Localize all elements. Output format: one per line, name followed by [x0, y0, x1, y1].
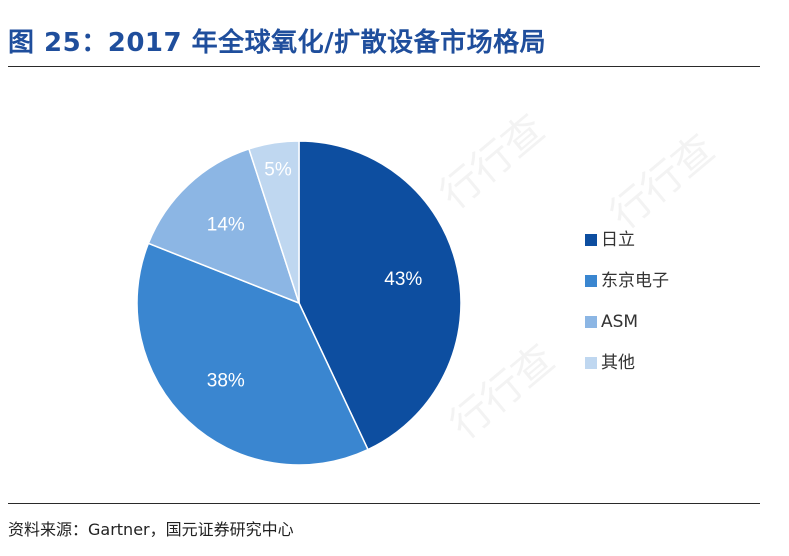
page-title: 图 25：2017 年全球氧化/扩散设备市场格局 — [8, 28, 547, 58]
data-label-hitachi: 43% — [384, 269, 422, 290]
pie-labels: 43% 38% 14% 5% — [207, 160, 423, 392]
legend-swatch-others — [585, 357, 597, 369]
legend-label-others: 其他 — [601, 353, 635, 373]
legend-swatch-hitachi — [585, 234, 597, 246]
legend-label-tokyo-electron: 东京电子 — [601, 271, 669, 291]
legend-swatch-tokyo-electron — [585, 275, 597, 287]
title-divider — [8, 66, 760, 67]
legend-label-asm: ASM — [601, 312, 638, 332]
pie-slice-others — [247, 140, 300, 304]
footer-divider — [8, 503, 760, 504]
legend-swatch-asm — [585, 316, 597, 328]
pie-slice-tokyo-electron — [136, 242, 369, 466]
pie-slices — [136, 140, 462, 466]
legend-label-hitachi: 日立 — [601, 230, 635, 250]
pie-slice-hitachi — [298, 140, 462, 451]
data-label-tokyo-electron: 38% — [207, 370, 245, 391]
data-label-asm: 14% — [207, 215, 245, 236]
source-note: 资料来源：Gartner，国元证券研究中心 — [8, 520, 294, 539]
data-label-others: 5% — [264, 160, 292, 181]
